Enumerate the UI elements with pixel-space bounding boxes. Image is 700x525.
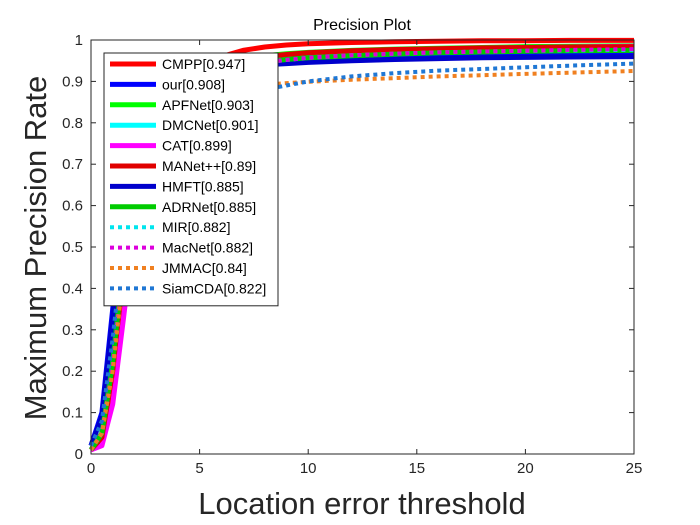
y-tick-label: 1 [75,32,83,49]
y-tick-label: 0.5 [62,239,83,256]
chart-title: Precision Plot [313,17,411,34]
x-axis-label: Location error threshold [198,486,525,521]
x-tick-label: 15 [408,460,425,477]
legend-label-7: HMFT[0.885] [162,178,244,194]
legend-label-11: JMMAC[0.84] [162,260,247,276]
y-tick-label: 0.1 [62,405,83,422]
y-tick-label: 0.8 [62,115,83,132]
legend-label-9: MIR[0.882] [162,219,230,235]
x-tick-label: 25 [626,460,643,477]
legend-label-6: MANet++[0.89] [162,158,256,174]
y-axis-label: Maximum Precision Rate [18,76,53,421]
y-tick-label: 0.7 [62,156,83,173]
x-tick-label: 5 [195,460,203,477]
axes-layer: 0 5 10 15 20 25 0 0.1 0.2 0.3 0.4 0.5 0.6 0.7 0.8 0.9 1 [62,32,642,477]
y-tick-label: 0.9 [62,73,83,90]
y-tick-label: 0.3 [62,322,83,339]
legend-label-5: CAT[0.899] [162,138,232,154]
legend-label-3: APFNet[0.903] [162,97,254,113]
x-tick-label: 0 [87,460,95,477]
legend-label-10: MacNet[0.882] [162,240,253,256]
legend: CMPP[0.947] our[0.908] APFNet[0.903] DMCNet… [103,52,279,307]
legend-label-2: our[0.908] [162,76,225,92]
x-tick-label: 20 [517,460,534,477]
y-tick-label: 0.4 [62,280,83,297]
y-tick-label: 0.6 [62,198,83,215]
legend-label-4: DMCNet[0.901] [162,117,258,133]
legend-box [103,52,279,307]
legend-label-1: CMPP[0.947] [162,56,245,72]
legend-label-12: SiamCDA[0.822] [162,280,266,296]
legend-label-8: ADRNet[0.885] [162,199,256,215]
y-tick-label: 0.2 [62,363,83,380]
y-tick-label: 0 [75,446,83,463]
x-tick-label: 10 [300,460,317,477]
